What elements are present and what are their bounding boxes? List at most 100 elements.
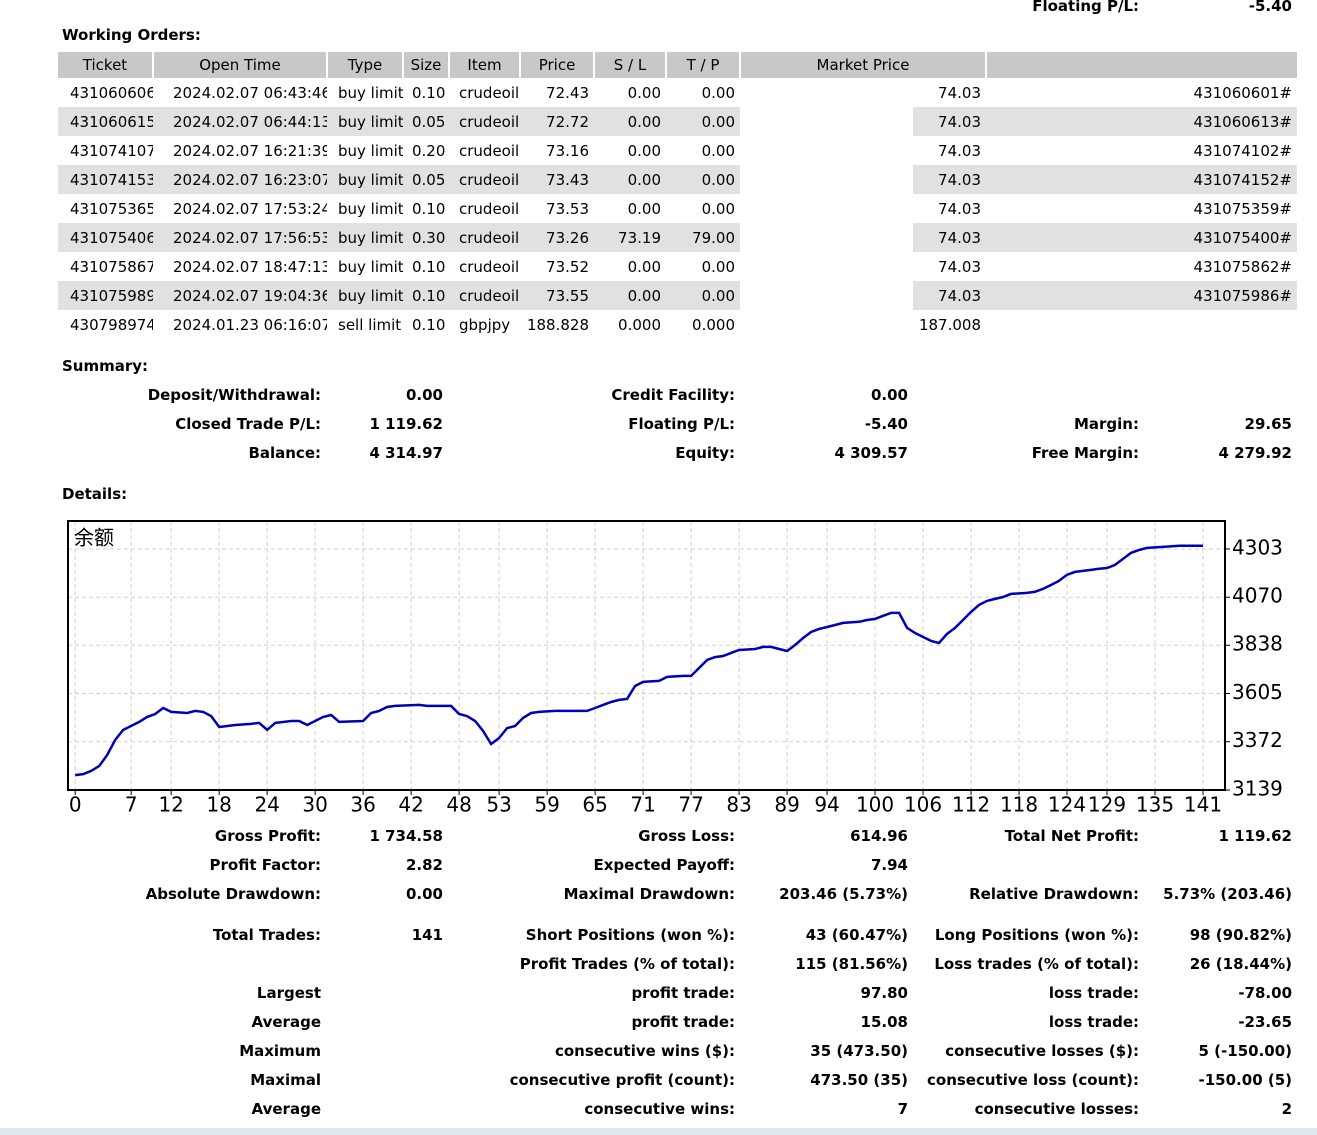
- order-row: 431060606 2024.02.07 06:43:46 buy limit 0.1…: [58, 78, 1297, 107]
- field-value: 115 (81.56%): [795, 955, 908, 973]
- field-value: 1 734.58: [369, 827, 443, 845]
- order-cell: buy limit: [327, 107, 403, 136]
- y-tick-label: 3605: [1232, 680, 1283, 704]
- field-label: Closed Trade P/L:: [175, 415, 321, 433]
- gap-cell: [740, 281, 913, 310]
- field-value: 2: [1281, 1100, 1292, 1118]
- order-cell: 73.26: [520, 223, 594, 252]
- field-label: Total Net Profit:: [1004, 827, 1139, 845]
- column-header: Market Price: [740, 52, 987, 78]
- gap-cell: [740, 194, 913, 223]
- column-header: Type: [327, 52, 404, 78]
- field-label: Maximal: [250, 1071, 321, 1089]
- field-value: 4 279.92: [1218, 444, 1292, 462]
- order-cell: 0.00: [666, 107, 740, 136]
- order-cell: buy limit: [338, 257, 403, 276]
- field-label: Profit Factor:: [209, 856, 321, 874]
- order-cell: 0.30: [403, 223, 449, 252]
- order-cell: 2024.02.07 06:44:13: [153, 107, 327, 136]
- order-cell: 0.10: [412, 83, 446, 102]
- order-cell: buy limit: [327, 281, 403, 310]
- x-tick-label: 141: [1184, 793, 1222, 817]
- order-cell: crudeoil: [449, 281, 520, 310]
- column-header-blank: [986, 52, 1297, 78]
- x-tick-label: 124: [1048, 793, 1086, 817]
- field-value: 7.94: [870, 856, 908, 874]
- order-cell: gbpjpy: [459, 315, 511, 334]
- order-cell: 74.03: [938, 141, 981, 160]
- field-value: 203.46 (5.73%): [779, 885, 908, 903]
- order-cell: 188.828: [526, 315, 589, 334]
- order-cell: sell limit: [338, 315, 402, 334]
- order-cell: 72.43: [546, 83, 589, 102]
- section-title: Summary:: [62, 357, 149, 375]
- x-tick-label: 83: [726, 793, 751, 817]
- field-label: Profit Trades (% of total):: [519, 955, 735, 973]
- field-value: 5.73% (203.46): [1163, 885, 1292, 903]
- field-label: Gross Profit:: [214, 827, 321, 845]
- x-tick-label: 106: [904, 793, 942, 817]
- x-tick-label: 71: [630, 793, 655, 817]
- field-value: -23.65: [1238, 1013, 1292, 1031]
- field-label: Margin:: [1073, 415, 1139, 433]
- field-label: Maximum: [239, 1042, 321, 1060]
- order-cell: buy limit: [327, 223, 403, 252]
- field-value: 1 119.62: [1218, 827, 1292, 845]
- x-tick-label: 89: [774, 793, 799, 817]
- field-label: loss trade:: [1048, 984, 1139, 1002]
- field-label: consecutive wins:: [584, 1100, 735, 1118]
- order-row: 431074153 2024.02.07 16:23:07 buy limit 0.0…: [58, 165, 1297, 194]
- order-row: 430798974 2024.01.23 06:16:07 sell limit 0.…: [58, 310, 1297, 339]
- order-cell: 0.00: [627, 199, 661, 218]
- order-cell: 2024.02.07 16:23:07: [153, 165, 327, 194]
- field-value: -78.00: [1238, 984, 1292, 1002]
- order-cell: 0.00: [627, 257, 661, 276]
- order-cell: 2024.01.23 06:16:07: [173, 315, 327, 334]
- status-bar: [0, 1128, 1317, 1135]
- field-value: 141: [411, 926, 443, 944]
- field-value: 7: [897, 1100, 908, 1118]
- field-label: Total Trades:: [212, 926, 321, 944]
- y-tick-label: 3838: [1232, 632, 1283, 656]
- order-cell: 431075862#: [1193, 257, 1292, 276]
- order-cell: 2024.02.07 06:43:46: [173, 83, 327, 102]
- gap-cell: [740, 252, 913, 281]
- order-cell: 0.10: [403, 281, 449, 310]
- x-tick-label: 100: [856, 793, 894, 817]
- y-tick-label: 3139: [1232, 777, 1283, 801]
- field-value: 97.80: [860, 984, 908, 1002]
- order-cell: 0.00: [594, 281, 666, 310]
- x-tick-label: 36: [350, 793, 375, 817]
- order-cell: buy limit: [338, 83, 403, 102]
- order-cell: 79.00: [666, 223, 740, 252]
- field-label: Absolute Drawdown:: [145, 885, 321, 903]
- field-value: 4 309.57: [834, 444, 908, 462]
- order-cell: 73.53: [546, 199, 589, 218]
- order-cell: crudeoil: [449, 165, 520, 194]
- order-cell: 0.000: [618, 315, 661, 334]
- field-value: 0.00: [405, 386, 443, 404]
- order-cell: 0.00: [594, 165, 666, 194]
- column-header: Price: [520, 52, 595, 78]
- order-cell: 0.00: [701, 83, 735, 102]
- order-cell: 0.00: [701, 199, 735, 218]
- x-tick-label: 65: [582, 793, 607, 817]
- x-tick-label: 135: [1136, 793, 1174, 817]
- field-label: Average: [251, 1013, 321, 1031]
- order-cell: 74.03: [913, 281, 986, 310]
- field-value: 614.96: [850, 827, 908, 845]
- order-cell: 73.43: [520, 165, 594, 194]
- order-cell: 2024.02.07 19:04:36: [153, 281, 327, 310]
- order-cell: 0.00: [627, 141, 661, 160]
- x-tick-label: 12: [158, 793, 183, 817]
- column-header: Ticket: [58, 52, 154, 78]
- gap-cell: [740, 136, 913, 165]
- order-cell: 74.03: [938, 257, 981, 276]
- order-cell: buy limit: [327, 165, 403, 194]
- field-value: 98 (90.82%): [1189, 926, 1292, 944]
- floating-value: -5.40: [1248, 0, 1292, 15]
- order-cell: crudeoil: [459, 257, 520, 276]
- order-cell: buy limit: [338, 199, 403, 218]
- x-tick-label: 53: [486, 793, 511, 817]
